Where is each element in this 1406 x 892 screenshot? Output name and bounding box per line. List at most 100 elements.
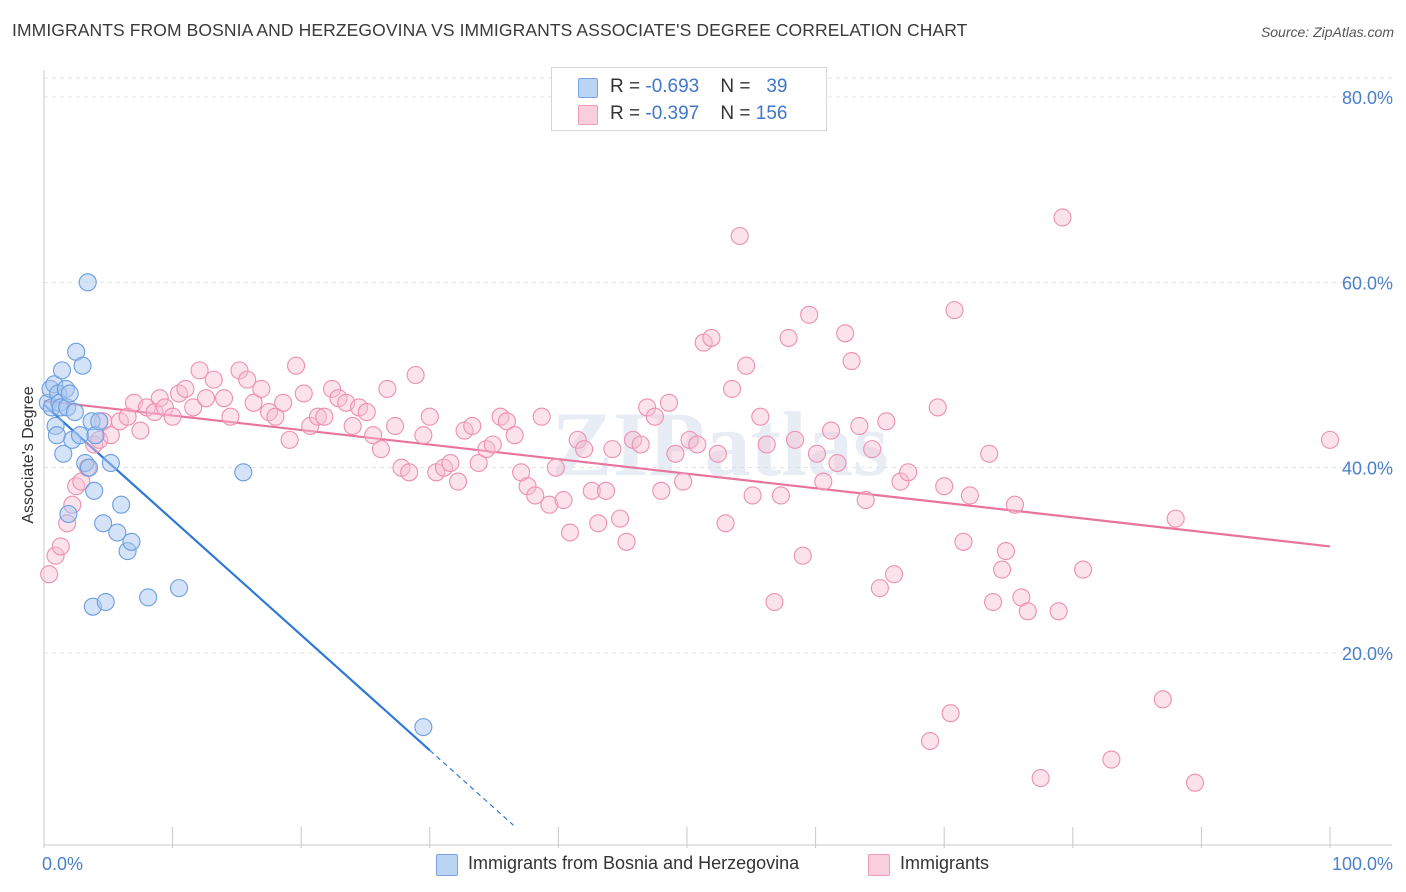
data-point-immigrants — [589, 514, 608, 533]
tick-labels: 20.0% 40.0% 60.0% 80.0% 0.0% 100.0% — [42, 88, 1393, 874]
data-point-immigrants — [491, 407, 510, 426]
data-point-bosnia — [90, 412, 109, 431]
trend-line-bosnia — [43, 403, 431, 752]
data-point-immigrants — [414, 426, 433, 445]
data-point-immigrants — [1049, 602, 1068, 621]
x-tick-label: 100.0% — [1332, 854, 1393, 874]
data-point-bosnia — [112, 495, 131, 514]
data-point-immigrants — [814, 472, 833, 491]
data-point-immigrants — [145, 403, 164, 422]
data-point-immigrants — [652, 481, 671, 500]
data-point-immigrants — [221, 407, 240, 426]
data-point-immigrants — [526, 486, 545, 505]
data-point-immigrants — [921, 731, 940, 751]
data-point-immigrants — [842, 352, 861, 371]
data-point-immigrants — [378, 379, 397, 398]
data-point-immigrants — [575, 440, 594, 459]
legend-n-label: N = — [720, 103, 756, 124]
data-point-immigrants — [497, 412, 517, 431]
data-point-immigrants — [568, 430, 587, 449]
bottom-legend-swatch-immigrants — [868, 854, 890, 876]
data-point-bosnia — [79, 458, 99, 477]
data-point-bosnia — [52, 361, 72, 380]
data-point-immigrants — [505, 426, 524, 445]
data-point-immigrants — [1031, 769, 1050, 788]
data-point-immigrants — [190, 361, 209, 380]
data-point-immigrants — [315, 407, 334, 426]
data-point-immigrants — [469, 453, 488, 473]
data-point-immigrants — [155, 398, 174, 417]
data-point-immigrants — [1153, 690, 1172, 709]
data-point-immigrants — [441, 453, 460, 473]
data-point-bosnia — [54, 444, 73, 463]
legend-r-label: R = — [610, 76, 646, 97]
legend-r-label: R = — [610, 103, 646, 124]
data-point-immigrants — [420, 407, 439, 426]
data-point-immigrants — [483, 435, 502, 454]
data-point-immigrants — [259, 403, 279, 422]
data-point-immigrants — [800, 305, 819, 324]
data-point-immigrants — [702, 328, 721, 347]
data-point-immigrants — [757, 435, 776, 454]
data-point-immigrants — [1320, 430, 1340, 449]
data-point-immigrants — [40, 565, 59, 584]
data-point-immigrants — [954, 532, 973, 551]
data-point-bosnia — [65, 403, 84, 422]
data-point-immigrants — [280, 430, 299, 449]
data-point-immigrants — [1005, 495, 1024, 514]
data-point-immigrants — [793, 546, 812, 565]
data-point-immigrants — [638, 398, 657, 417]
data-point-immigrants — [785, 430, 805, 449]
data-point-immigrants — [294, 384, 313, 403]
data-point-immigrants — [1166, 509, 1185, 528]
data-point-immigrants — [730, 226, 749, 246]
data-point-bosnia — [139, 588, 158, 607]
data-point-immigrants — [828, 453, 847, 473]
chart-title: IMMIGRANTS FROM BOSNIA AND HERZEGOVINA V… — [12, 20, 968, 40]
data-point-immigrants — [884, 565, 904, 584]
data-point-immigrants — [1185, 773, 1205, 792]
data-point-immigrants — [603, 440, 622, 459]
data-point-immigrants — [230, 361, 249, 380]
data-point-immigrants — [779, 328, 798, 347]
data-point-immigrants — [554, 491, 573, 510]
data-point-immigrants — [357, 403, 376, 422]
data-point-immigrants — [406, 365, 425, 385]
correlation-legend: R = -0.693 N = 39 R = -0.397 N = 156 — [551, 67, 827, 131]
data-point-immigrants — [449, 472, 468, 491]
data-point-immigrants — [821, 421, 841, 440]
data-point-immigrants — [323, 379, 342, 398]
data-point-immigrants — [984, 592, 1003, 612]
data-point-bosnia — [47, 426, 66, 445]
data-point-immigrants — [935, 477, 954, 496]
data-point-immigrants — [51, 537, 70, 556]
data-point-immigrants — [771, 486, 790, 505]
data-point-bosnia — [96, 592, 115, 612]
legend-n-label: N = — [720, 76, 756, 97]
data-point-immigrants — [617, 532, 636, 551]
data-point-immigrants — [751, 407, 770, 426]
data-point-immigrants — [343, 416, 362, 436]
data-point-immigrants — [540, 495, 559, 514]
data-point-immigrants — [877, 412, 896, 431]
data-point-immigrants — [666, 444, 685, 463]
data-point-immigrants — [214, 389, 234, 408]
y-tick-label: 40.0% — [1342, 459, 1393, 479]
data-point-immigrants — [532, 407, 551, 426]
data-point-immigrants — [722, 379, 742, 398]
data-point-bosnia — [85, 481, 104, 500]
y-tick-label: 80.0% — [1342, 88, 1393, 108]
legend-n-value-immigrants: 156 — [755, 103, 788, 124]
axes — [43, 70, 1392, 848]
data-point-immigrants — [546, 458, 565, 477]
source-label: Source: ZipAtlas.com — [1260, 24, 1394, 40]
data-point-immigrants — [582, 481, 601, 500]
data-point-immigrants — [518, 477, 537, 496]
trend-line-bosnia-extension — [429, 749, 514, 826]
data-point-immigrants — [891, 472, 910, 491]
data-point-bosnia — [73, 356, 92, 375]
data-point-immigrants — [1074, 560, 1093, 579]
data-point-immigrants — [169, 384, 189, 403]
data-point-immigrants — [870, 579, 889, 598]
